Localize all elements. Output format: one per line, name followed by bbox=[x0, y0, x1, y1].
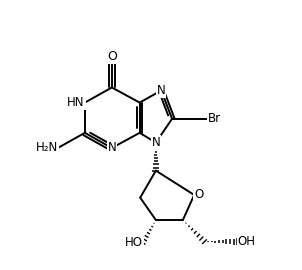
Text: O: O bbox=[194, 188, 204, 201]
Text: H₂N: H₂N bbox=[36, 141, 58, 154]
Text: OH: OH bbox=[237, 235, 255, 248]
Text: HN: HN bbox=[67, 96, 85, 109]
Text: Br: Br bbox=[208, 112, 221, 125]
Text: N: N bbox=[152, 136, 160, 149]
Text: N: N bbox=[157, 84, 165, 97]
Text: HO: HO bbox=[125, 237, 143, 249]
Text: O: O bbox=[107, 50, 117, 63]
Text: N: N bbox=[108, 141, 116, 154]
